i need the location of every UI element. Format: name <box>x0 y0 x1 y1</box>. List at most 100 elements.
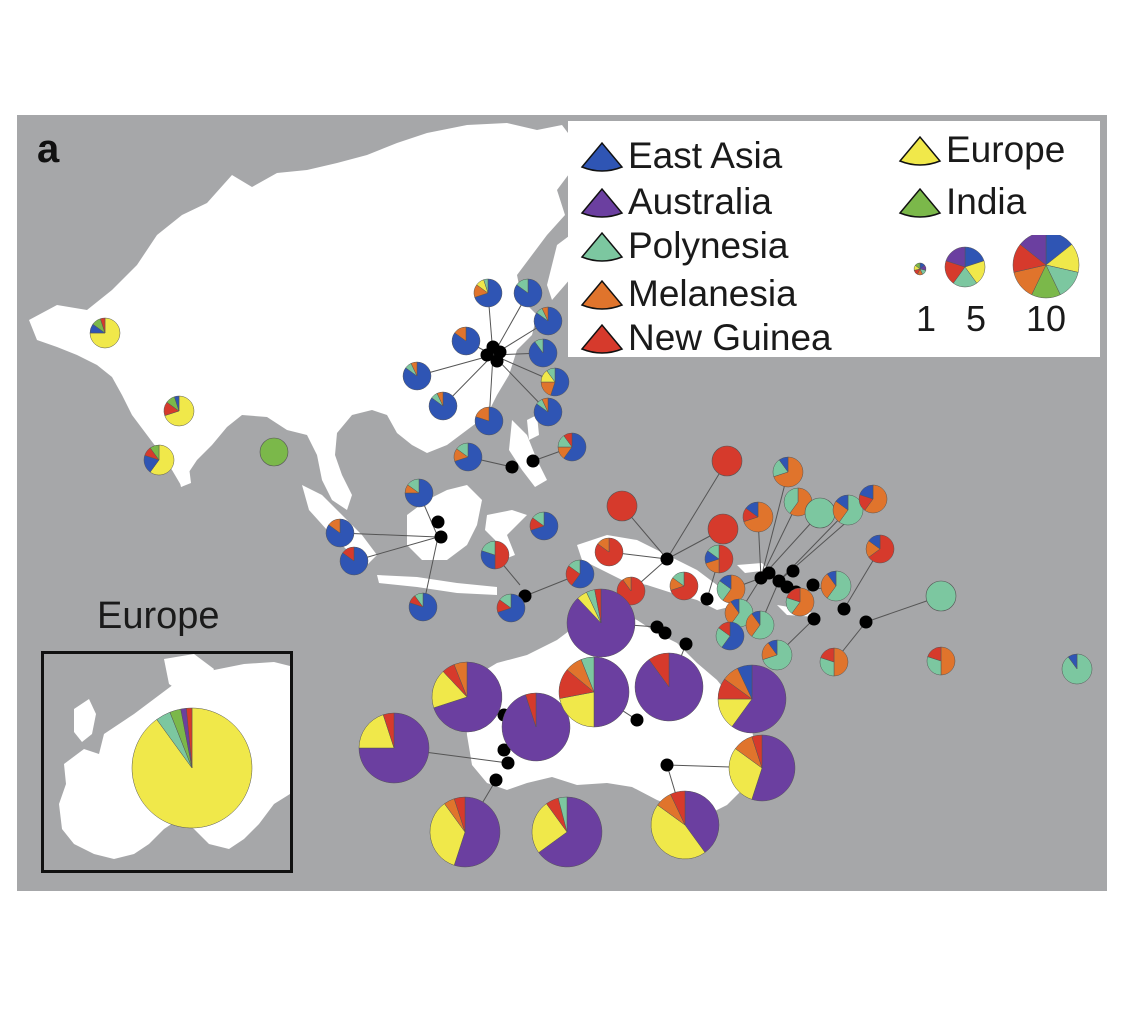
pie-slice <box>100 317 106 334</box>
pie-slice <box>407 478 420 494</box>
legend-item-australia: Australia <box>578 179 772 223</box>
pie-icon <box>453 442 483 472</box>
pie-slice <box>494 540 510 570</box>
europe-inset-map <box>59 654 290 859</box>
pie-icon <box>540 367 570 397</box>
pie-slice <box>532 511 545 527</box>
pie-icon <box>402 361 432 391</box>
pie-slice <box>358 712 430 784</box>
pie-icon <box>528 338 558 368</box>
europe-pie <box>131 707 253 829</box>
pie-slice <box>786 587 801 603</box>
pie-slice <box>745 501 759 518</box>
pie-slice <box>453 796 501 868</box>
pie-icon <box>558 656 630 728</box>
pie-slice <box>568 559 581 575</box>
pie-icon <box>650 790 720 860</box>
legend-item-east-asia: East Asia <box>578 133 782 177</box>
pie-slice <box>820 573 837 599</box>
pie-slice <box>342 546 355 562</box>
link-line <box>760 471 789 579</box>
pie-slice <box>927 646 942 662</box>
size-scale-pies <box>913 235 1080 299</box>
dot-icon <box>780 580 794 594</box>
link-line <box>666 460 728 560</box>
pie-slice <box>538 796 603 868</box>
size-label-10: 10 <box>1026 298 1067 339</box>
pie-slice <box>859 484 874 500</box>
legend-label: India <box>946 180 1027 222</box>
pie-slice <box>1067 653 1078 670</box>
legend: East Asia Australia Polynesia Melanesia … <box>568 121 1100 357</box>
pie-icon <box>557 432 587 462</box>
pie-slice <box>259 437 289 467</box>
size-scale-pie-5 <box>944 246 986 288</box>
dot-icon <box>501 756 515 770</box>
pie-slice <box>945 246 966 268</box>
pie-icon <box>163 395 195 427</box>
pie-slice <box>481 540 496 556</box>
land-asia <box>29 123 577 510</box>
pie-slice <box>131 707 253 829</box>
pie-icon <box>728 734 796 802</box>
size-scale-pie-1 <box>913 262 927 276</box>
pie-slice <box>480 550 496 570</box>
land-scandinavia <box>164 654 214 694</box>
pie-slice <box>926 656 942 676</box>
pie-slice <box>516 278 529 294</box>
pie-slice <box>454 326 467 342</box>
dot-icon <box>660 758 674 772</box>
pie-icon <box>474 406 504 436</box>
dot-icon <box>489 773 503 787</box>
pie-slice <box>594 588 602 624</box>
pie-icon <box>715 621 745 651</box>
pie-slice <box>826 570 837 587</box>
pie-slice <box>541 397 549 413</box>
pie-icon <box>926 646 956 676</box>
pie-slice <box>546 367 556 383</box>
pie-slice <box>791 587 815 617</box>
dot-icon <box>807 612 821 626</box>
pie-icon <box>480 540 510 570</box>
pie-slice <box>525 692 537 728</box>
pie-icon <box>716 574 746 604</box>
pie-icon <box>533 397 563 427</box>
pie-slice <box>1019 235 1047 266</box>
pie-icon <box>606 490 638 522</box>
pie-icon <box>501 692 571 762</box>
pie-slice <box>483 278 489 294</box>
pie-slice <box>414 592 424 608</box>
pie-slice <box>826 570 852 602</box>
triangle-icon <box>898 135 942 166</box>
pie-slice <box>730 598 740 614</box>
land-philippines <box>509 420 547 487</box>
pie-slice <box>593 656 630 728</box>
pie-icon <box>742 501 774 533</box>
pie-slice <box>358 714 395 749</box>
pie-slice <box>456 442 469 458</box>
pie-icon <box>785 587 815 617</box>
pie-slice <box>563 432 587 462</box>
pie-slice <box>534 338 544 354</box>
dot-icon <box>630 713 644 727</box>
dot-icon <box>431 515 445 529</box>
triangle-icon <box>580 141 624 172</box>
triangle-icon <box>580 231 624 262</box>
pie-slice <box>404 478 434 508</box>
pie-slice <box>718 621 731 637</box>
legend-label: Australia <box>628 180 772 222</box>
pie-icon <box>711 445 743 477</box>
pie-icon <box>1061 653 1093 685</box>
pie-icon <box>832 494 864 526</box>
pie-slice <box>767 639 778 656</box>
pie-slice <box>436 391 444 407</box>
pie-slice <box>186 707 193 769</box>
pie-slice <box>711 445 743 477</box>
pie-icon <box>429 796 501 868</box>
pie-slice <box>718 544 734 574</box>
pie-slice <box>453 661 468 698</box>
pie-icon <box>531 796 603 868</box>
pie-slice <box>410 361 418 377</box>
dot-icon <box>700 592 714 606</box>
pie-icon <box>565 559 595 589</box>
